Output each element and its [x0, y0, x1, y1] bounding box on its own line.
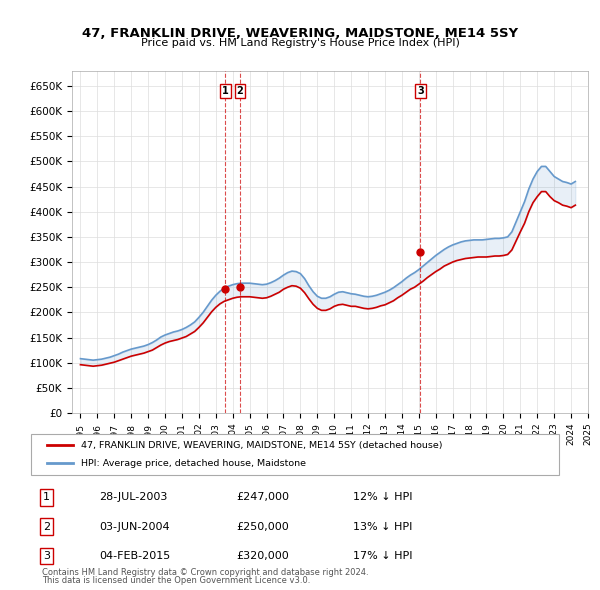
Text: Contains HM Land Registry data © Crown copyright and database right 2024.: Contains HM Land Registry data © Crown c…: [42, 568, 368, 577]
Text: 1: 1: [43, 492, 50, 502]
Text: 3: 3: [417, 86, 424, 96]
Text: 28-JUL-2003: 28-JUL-2003: [100, 492, 168, 502]
Text: This data is licensed under the Open Government Licence v3.0.: This data is licensed under the Open Gov…: [42, 576, 310, 585]
FancyBboxPatch shape: [31, 434, 559, 474]
Text: 47, FRANKLIN DRIVE, WEAVERING, MAIDSTONE, ME14 5SY (detached house): 47, FRANKLIN DRIVE, WEAVERING, MAIDSTONE…: [81, 441, 442, 450]
Text: 3: 3: [43, 551, 50, 561]
Text: 03-JUN-2004: 03-JUN-2004: [100, 522, 170, 532]
Text: 12% ↓ HPI: 12% ↓ HPI: [353, 492, 412, 502]
Text: 17% ↓ HPI: 17% ↓ HPI: [353, 551, 412, 561]
Text: £250,000: £250,000: [236, 522, 289, 532]
Text: 2: 2: [43, 522, 50, 532]
Text: Price paid vs. HM Land Registry's House Price Index (HPI): Price paid vs. HM Land Registry's House …: [140, 38, 460, 48]
Text: 2: 2: [236, 86, 243, 96]
Text: 13% ↓ HPI: 13% ↓ HPI: [353, 522, 412, 532]
Text: £320,000: £320,000: [236, 551, 289, 561]
Text: HPI: Average price, detached house, Maidstone: HPI: Average price, detached house, Maid…: [81, 459, 306, 468]
Text: 1: 1: [222, 86, 229, 96]
Text: 47, FRANKLIN DRIVE, WEAVERING, MAIDSTONE, ME14 5SY: 47, FRANKLIN DRIVE, WEAVERING, MAIDSTONE…: [82, 27, 518, 40]
Text: 04-FEB-2015: 04-FEB-2015: [100, 551, 170, 561]
Text: £247,000: £247,000: [236, 492, 290, 502]
